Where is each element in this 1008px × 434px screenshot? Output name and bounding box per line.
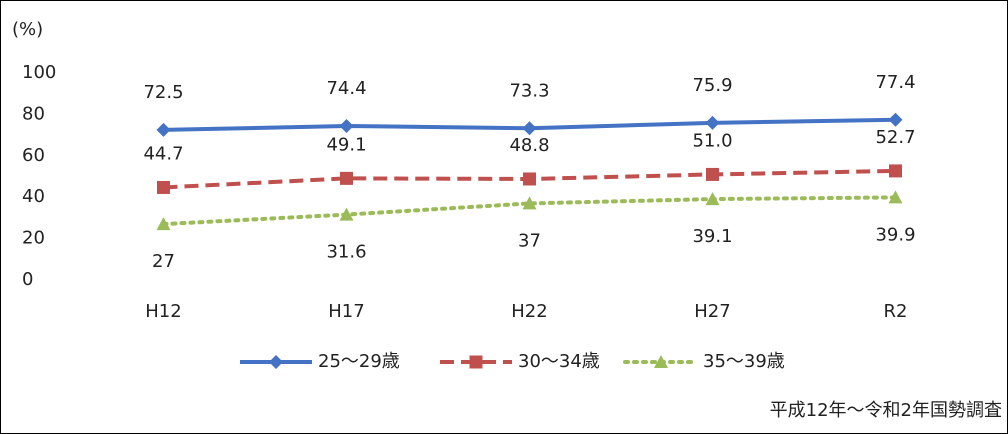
data-label: 77.4 [875, 72, 915, 93]
x-tick-label: H22 [511, 301, 547, 322]
marker [340, 171, 353, 185]
legend-marker [269, 355, 283, 369]
data-label: 75.9 [692, 75, 732, 96]
x-tick-label: H12 [145, 301, 181, 322]
marker [339, 118, 354, 133]
data-label: 27 [152, 251, 175, 272]
data-label: 74.4 [326, 78, 366, 99]
marker [156, 122, 171, 137]
y-tick-label: 80 [22, 103, 45, 124]
y-tick-label: 20 [22, 228, 45, 249]
data-label: 72.5 [143, 82, 183, 103]
x-tick-label: H17 [328, 301, 364, 322]
legend-label: 35～39歳 [703, 351, 785, 372]
data-label: 52.7 [875, 127, 915, 148]
y-axis-label: (%) [12, 19, 43, 40]
data-label: 44.7 [143, 143, 183, 164]
source-note: 平成12年～令和2年国勢調査 [770, 400, 1002, 421]
marker [706, 167, 719, 181]
marker [339, 207, 354, 221]
x-tick-label: H27 [694, 301, 730, 322]
marker [522, 196, 537, 210]
marker [888, 112, 903, 127]
data-label: 48.8 [509, 135, 549, 156]
data-label: 39.1 [692, 226, 732, 247]
legend-marker [654, 355, 668, 368]
data-label: 39.9 [875, 224, 915, 245]
legend-label: 25～29歳 [318, 351, 400, 372]
y-tick-label: 0 [22, 269, 33, 290]
data-label: 73.3 [509, 80, 549, 101]
data-label: 51.0 [692, 130, 732, 151]
y-tick-label: 100 [22, 62, 56, 83]
marker [888, 190, 903, 204]
data-label: 31.6 [326, 242, 366, 263]
marker [705, 192, 720, 206]
marker [156, 217, 171, 231]
data-label: 37 [518, 230, 541, 251]
y-tick-label: 40 [22, 186, 45, 207]
x-tick-label: R2 [884, 301, 908, 322]
y-tick-label: 60 [22, 145, 45, 166]
data-label: 49.1 [326, 134, 366, 155]
marker [157, 180, 170, 194]
marker [705, 115, 720, 130]
marker [889, 164, 902, 178]
marker [523, 172, 536, 186]
marker [522, 121, 537, 136]
legend-marker [469, 355, 483, 369]
series-line [161, 195, 898, 227]
legend-label: 30～34歳 [518, 351, 600, 372]
